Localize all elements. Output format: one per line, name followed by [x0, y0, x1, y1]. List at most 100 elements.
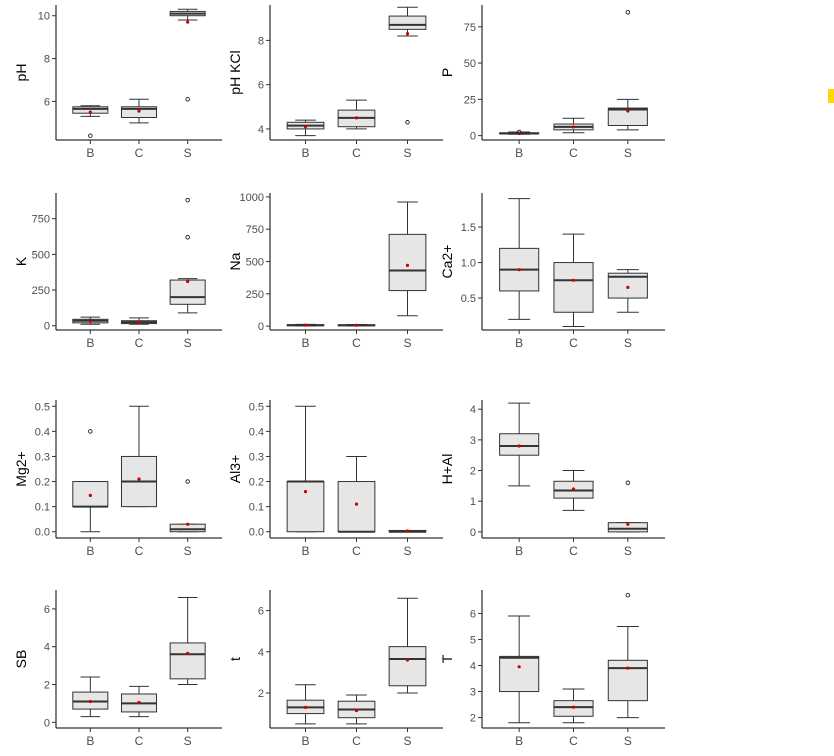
- x-tick-label: C: [135, 336, 144, 350]
- y-tick-label: 0.5: [461, 293, 476, 305]
- y-tick-label: 250: [246, 289, 264, 301]
- x-tick-label: B: [86, 146, 94, 160]
- mean-point: [186, 20, 190, 24]
- y-tick-label: 0.5: [249, 401, 264, 413]
- mean-point: [303, 125, 308, 129]
- y-tick-label: 4: [258, 124, 264, 136]
- mean-point: [88, 110, 92, 114]
- y-tick-label: 1000: [240, 192, 264, 204]
- x-tick-label: B: [515, 146, 523, 160]
- x-tick-label: C: [135, 544, 144, 558]
- y-axis-title: SB: [13, 650, 29, 669]
- y-tick-label: 500: [246, 257, 264, 269]
- mean-point: [626, 666, 630, 670]
- box-iqr: [388, 233, 427, 292]
- x-tick-label: S: [403, 146, 411, 160]
- y-tick-label: 0: [470, 527, 476, 539]
- y-axis-title: P: [439, 68, 455, 77]
- mean-point: [405, 529, 410, 533]
- panel-8: 0 1 2 3 4 H+Al B C S: [439, 400, 665, 558]
- mean-point: [626, 522, 630, 526]
- y-tick-label: 0.2: [35, 477, 50, 489]
- x-tick-label: B: [515, 336, 523, 350]
- mean-point: [88, 493, 92, 497]
- x-tick-label: C: [352, 336, 361, 350]
- panel-5: 0.5 1.0 1.5 Ca2+ B C S: [439, 193, 665, 350]
- x-tick-label: C: [569, 336, 578, 350]
- mean-point: [186, 279, 190, 284]
- panel-1: 4 6 8 pH KCl B C S: [227, 5, 443, 160]
- y-tick-label: 75: [464, 22, 476, 34]
- outlier-point: [185, 97, 190, 102]
- mean-point: [626, 109, 630, 113]
- mean-point: [405, 32, 410, 36]
- y-tick-label: 6: [44, 604, 50, 616]
- x-tick-label: C: [569, 734, 578, 748]
- y-tick-label: 4: [258, 647, 264, 659]
- y-tick-label: 8: [258, 35, 264, 47]
- y-tick-label: 2: [470, 713, 476, 725]
- outlier-point: [516, 129, 522, 135]
- x-tick-label: S: [403, 544, 411, 558]
- mean-point: [137, 477, 141, 481]
- x-tick-label: S: [184, 544, 192, 558]
- x-tick-label: B: [301, 544, 309, 558]
- x-tick-label: B: [86, 734, 94, 748]
- x-tick-label: C: [569, 544, 578, 558]
- outlier-point: [88, 133, 93, 138]
- x-tick-label: S: [184, 734, 192, 748]
- mean-point: [405, 658, 410, 662]
- x-tick-label: S: [624, 336, 632, 350]
- y-tick-label: 4: [470, 661, 476, 673]
- y-axis-title: t: [227, 657, 243, 661]
- y-tick-label: 10: [38, 11, 50, 23]
- y-tick-label: 5: [470, 634, 476, 646]
- y-axis-title: pH: [13, 64, 29, 82]
- mean-point: [571, 705, 576, 709]
- mean-point: [354, 708, 359, 713]
- y-axis-title: Al3+: [227, 455, 243, 483]
- y-axis-title: K: [13, 256, 29, 266]
- y-axis-title: Ca2+: [439, 245, 455, 279]
- x-tick-label: B: [86, 544, 94, 558]
- y-tick-label: 25: [464, 94, 476, 106]
- y-tick-label: 750: [246, 224, 264, 236]
- y-tick-label: 2: [44, 680, 50, 692]
- x-tick-label: S: [624, 544, 632, 558]
- mean-point: [354, 323, 359, 327]
- x-tick-label: C: [135, 734, 144, 748]
- box-iqr: [388, 15, 427, 30]
- y-tick-label: 0: [44, 717, 50, 729]
- y-tick-label: 0.4: [35, 426, 50, 438]
- box-iqr: [607, 659, 648, 702]
- box-iqr: [499, 655, 540, 693]
- mean-point: [88, 319, 92, 323]
- mean-point: [303, 705, 308, 710]
- mean-point: [354, 116, 359, 120]
- x-tick-label: B: [301, 146, 309, 160]
- y-tick-label: 250: [32, 285, 50, 297]
- x-tick-label: C: [352, 734, 361, 748]
- panel-11: 2 3 4 5 6 T B C S: [439, 590, 665, 748]
- mean-point: [571, 125, 576, 129]
- mean-point: [303, 323, 308, 327]
- y-tick-label: 0.5: [35, 401, 50, 413]
- mean-point: [626, 285, 630, 290]
- x-tick-label: B: [301, 336, 309, 350]
- outlier-point: [185, 479, 190, 484]
- y-tick-label: 4: [470, 404, 476, 416]
- box-iqr: [337, 481, 376, 533]
- y-tick-label: 1.0: [461, 258, 476, 270]
- mean-point: [303, 489, 308, 494]
- x-tick-label: C: [352, 544, 361, 558]
- mean-point: [137, 320, 141, 324]
- y-axis-title: pH KCl: [227, 50, 243, 94]
- y-tick-label: 0: [470, 131, 476, 143]
- x-tick-label: S: [403, 734, 411, 748]
- panel-10: 2 4 6 t B C S: [227, 590, 443, 748]
- mean-point: [137, 109, 141, 113]
- y-tick-label: 6: [44, 96, 50, 108]
- x-tick-label: S: [624, 146, 632, 160]
- box-iqr: [286, 481, 325, 533]
- outlier-point: [625, 592, 631, 598]
